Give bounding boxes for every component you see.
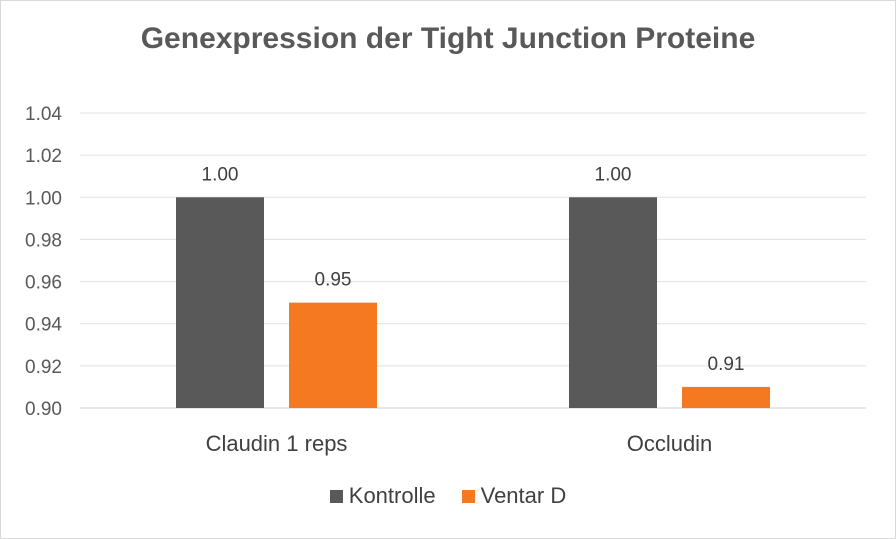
y-tick-label: 0.90 [25,399,62,420]
y-tick-label: 1.00 [25,188,62,209]
legend-label-ventar-d: Ventar D [480,483,567,508]
x-category-label: Claudin 1 reps [206,431,348,456]
data-label: 0.91 [708,354,745,375]
bar [569,197,657,408]
y-tick-label: 1.02 [25,146,62,167]
data-label: 1.00 [202,164,239,185]
data-label: 1.00 [595,164,632,185]
legend-swatch-kontrolle [329,489,343,503]
bar [289,302,377,408]
y-tick-label: 0.98 [25,230,62,251]
data-label: 0.95 [315,270,352,291]
y-tick-label: 0.92 [25,357,62,378]
y-tick-label: 0.96 [25,273,62,294]
y-tick-label: 0.94 [25,315,62,336]
legend-item-ventar-d: Ventar D [461,483,567,509]
y-tick-label: 1.04 [25,104,62,125]
legend-label-kontrolle: Kontrolle [348,483,436,508]
legend-swatch-ventar-d [461,489,475,503]
bar [176,197,264,408]
legend-item-kontrolle: Kontrolle [329,483,436,509]
x-category-label: Occludin [627,431,713,456]
legend: Kontrolle Ventar D [0,483,896,509]
chart-title: Genexpression der Tight Junction Protein… [140,22,756,55]
bar [682,386,770,408]
